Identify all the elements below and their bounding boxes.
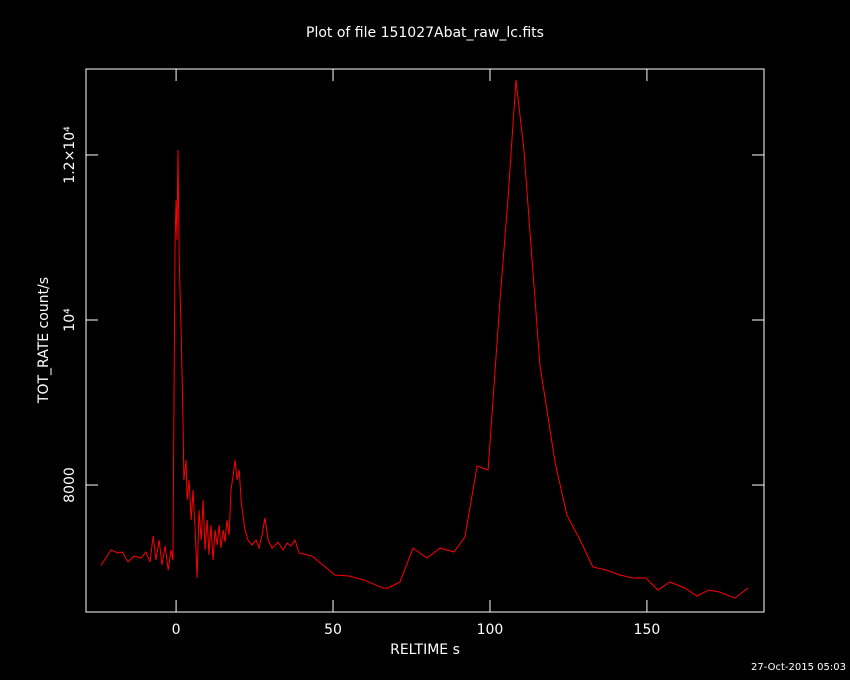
x-tick-label: 50: [324, 622, 342, 638]
y-tick-label: 10⁴: [62, 308, 78, 332]
y-axis-label: TOT_RATE count/s: [36, 277, 52, 404]
chart-title: Plot of file 151027Abat_raw_lc.fits: [306, 25, 544, 41]
plot-frame: [85, 68, 765, 613]
x-tick-label: 0: [172, 622, 181, 638]
footer-timestamp: 27-Oct-2015 05:03: [751, 662, 846, 673]
y-tick-label: 1.2×10⁴: [62, 126, 78, 184]
y-tick-label: 8000: [62, 467, 78, 503]
data-line: [100, 79, 749, 599]
x-tick-label: 100: [477, 622, 504, 638]
x-tick-label: 150: [634, 622, 661, 638]
x-axis-label: RELTIME s: [390, 642, 460, 658]
